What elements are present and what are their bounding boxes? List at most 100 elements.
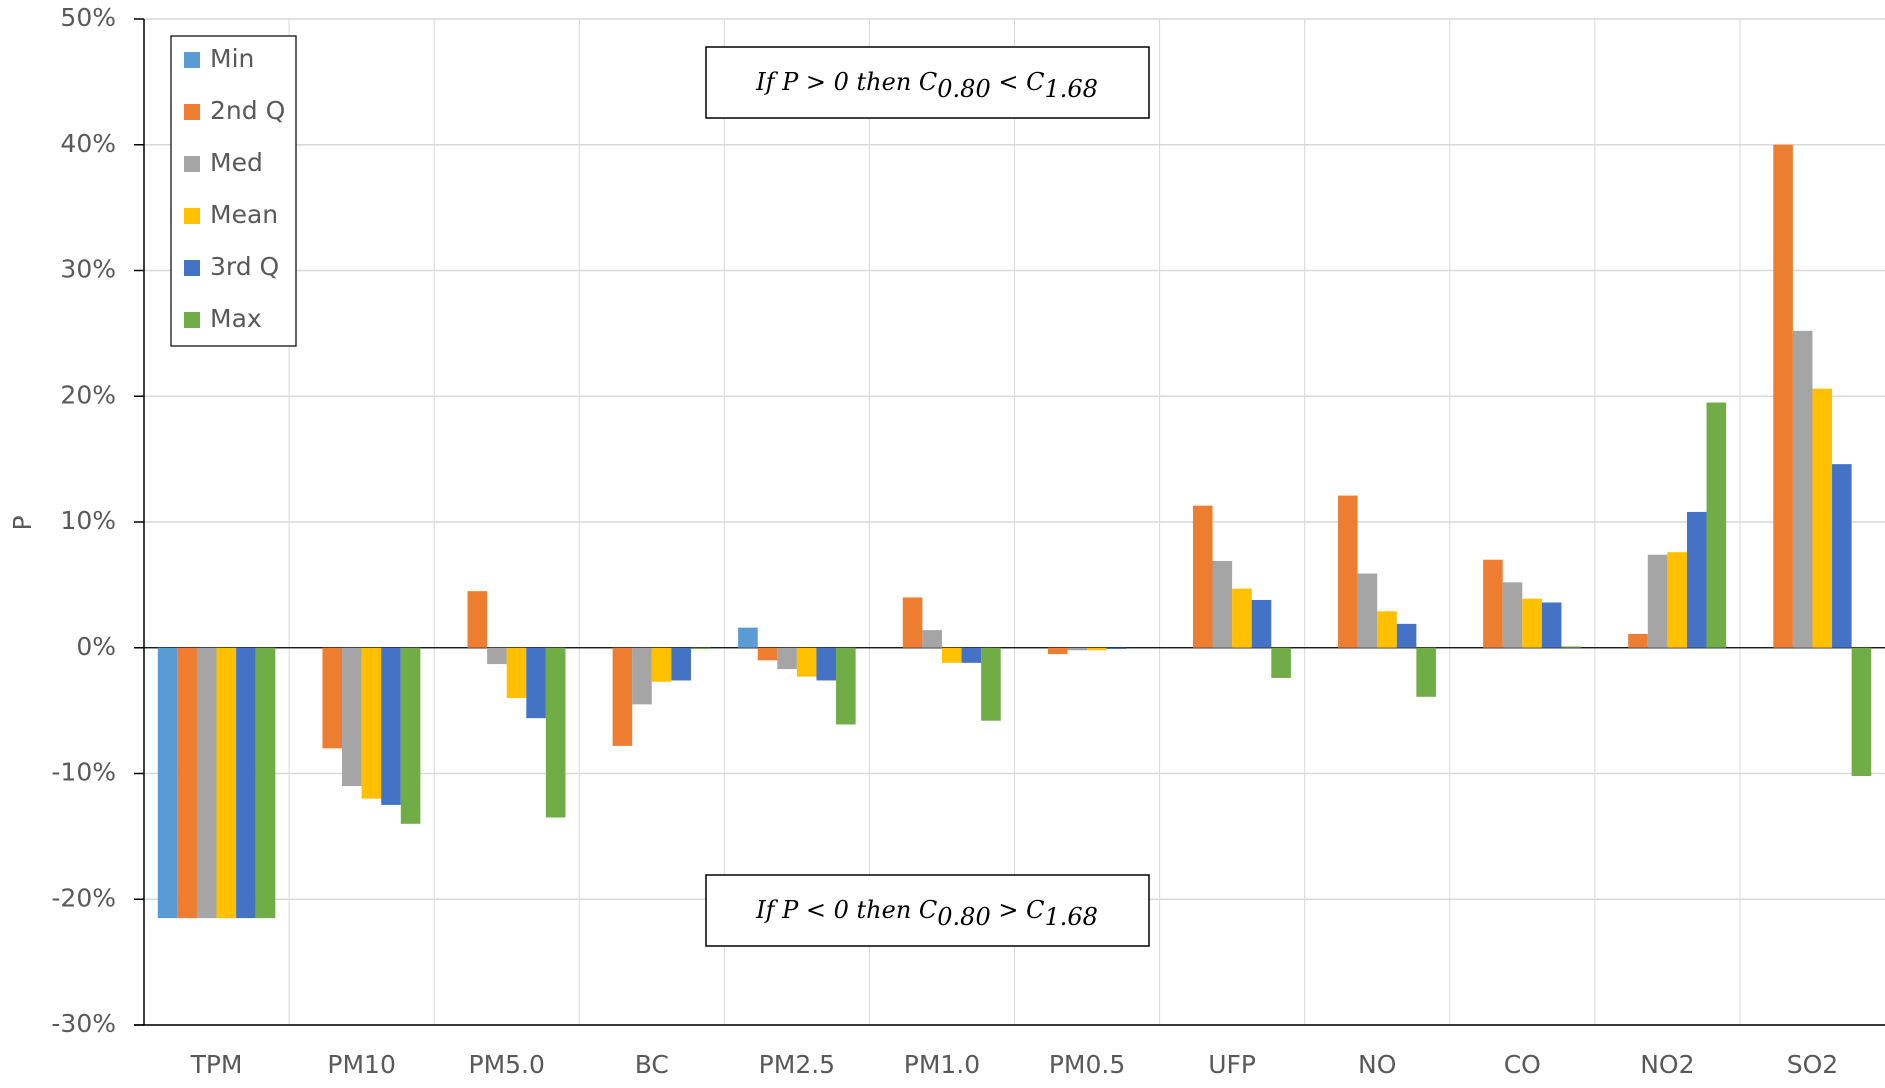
- legend-box: [170, 35, 297, 347]
- bar: [361, 647, 382, 799]
- bar: [467, 591, 488, 648]
- bar: [255, 647, 276, 919]
- bar: [941, 647, 962, 663]
- bar: [487, 647, 507, 665]
- bar: [545, 647, 566, 818]
- legend-swatch: [184, 156, 200, 172]
- bar: [1667, 552, 1687, 648]
- bar: [381, 647, 401, 805]
- y-axis-label: P: [8, 515, 37, 530]
- legend-swatch: [184, 52, 200, 68]
- annotation-part: If P < 0 then C: [755, 896, 937, 924]
- bar: [632, 647, 652, 705]
- bar: [738, 627, 758, 648]
- bar: [177, 647, 197, 919]
- y-tick-label: -20%: [51, 883, 116, 912]
- bar: [1106, 647, 1127, 650]
- bar: [1628, 633, 1648, 648]
- annotation: If P > 0 then C0.80 < C1.68: [755, 68, 1098, 103]
- bar: [526, 647, 546, 719]
- bar: [506, 647, 527, 699]
- bar: [400, 647, 421, 824]
- bar: [157, 647, 178, 919]
- x-tick-label: PM0.5: [1049, 1050, 1125, 1079]
- bar: [1832, 464, 1852, 648]
- y-tick-label: 10%: [60, 506, 116, 535]
- bar: [1812, 388, 1833, 648]
- bar: [1773, 144, 1793, 648]
- bar: [671, 647, 691, 681]
- bar: [690, 647, 711, 650]
- legend-label: Mean: [210, 200, 278, 229]
- annotation-part: If P > 0 then C: [755, 68, 937, 96]
- legend-label: Max: [210, 304, 262, 333]
- y-tick-label: 40%: [60, 129, 116, 158]
- annotation-box: [705, 874, 1150, 947]
- bar: [1357, 573, 1378, 648]
- legend-swatch: [184, 104, 200, 120]
- bar: [1232, 588, 1252, 648]
- x-tick-label: PM10: [327, 1050, 395, 1079]
- bar: [612, 647, 633, 746]
- bar: [961, 647, 982, 663]
- bar: [981, 647, 1001, 721]
- bar: [651, 647, 672, 682]
- bar: [1851, 647, 1872, 777]
- y-tick-label: 20%: [60, 380, 116, 409]
- x-tick-label: TPM: [190, 1050, 243, 1079]
- x-tick-label: PM2.5: [759, 1050, 835, 1079]
- bar: [1047, 647, 1068, 655]
- bar: [777, 647, 797, 670]
- bar: [1338, 495, 1358, 648]
- annotation-part: 0.80: [937, 75, 990, 103]
- bar: [322, 647, 343, 749]
- bar: [1502, 582, 1523, 648]
- bar: [1483, 559, 1503, 648]
- x-tick-label: NO2: [1640, 1050, 1694, 1079]
- legend-swatch: [184, 208, 200, 224]
- bar: [1522, 598, 1542, 648]
- y-tick-label: 50%: [60, 3, 116, 32]
- annotation-part: 1.68: [1044, 75, 1097, 103]
- legend-label: 2nd Q: [210, 96, 285, 125]
- bar: [342, 647, 362, 787]
- bar: [816, 647, 837, 681]
- y-tick-label: -10%: [51, 758, 116, 787]
- x-tick-label: PM1.0: [904, 1050, 980, 1079]
- bar: [1067, 647, 1088, 651]
- bar: [1561, 646, 1582, 648]
- bar: [1251, 599, 1272, 648]
- bar: [1792, 330, 1813, 648]
- legend-swatch: [184, 312, 200, 328]
- x-tick-label: SO2: [1787, 1050, 1838, 1079]
- bar: [1541, 602, 1562, 648]
- bar: [1192, 505, 1213, 648]
- bar: [922, 630, 942, 648]
- bar: [196, 647, 217, 919]
- bar: [1377, 611, 1397, 648]
- bar: [216, 647, 237, 919]
- bar: [236, 647, 256, 919]
- bar: [836, 647, 856, 725]
- x-tick-label: BC: [635, 1050, 669, 1079]
- y-tick-label: 30%: [60, 255, 116, 284]
- legend-label: 3rd Q: [210, 252, 279, 281]
- annotation: If P < 0 then C0.80 > C1.68: [755, 896, 1098, 931]
- annotation-part: 0.80: [937, 903, 990, 931]
- bar: [1396, 623, 1417, 648]
- legend-label: Min: [210, 44, 254, 73]
- bar: [1416, 647, 1436, 697]
- legend-label: Med: [210, 148, 263, 177]
- legend-swatch: [184, 260, 200, 276]
- x-tick-label: CO: [1504, 1050, 1541, 1079]
- x-tick-label: NO: [1358, 1050, 1396, 1079]
- bar: [757, 647, 778, 661]
- x-tick-label: PM5.0: [469, 1050, 545, 1079]
- bar: [1686, 511, 1707, 648]
- bar: [902, 597, 923, 648]
- y-tick-label: -30%: [51, 1009, 116, 1038]
- bar: [1647, 554, 1668, 648]
- annotation-part: > C: [991, 896, 1045, 924]
- bar: [1212, 560, 1233, 648]
